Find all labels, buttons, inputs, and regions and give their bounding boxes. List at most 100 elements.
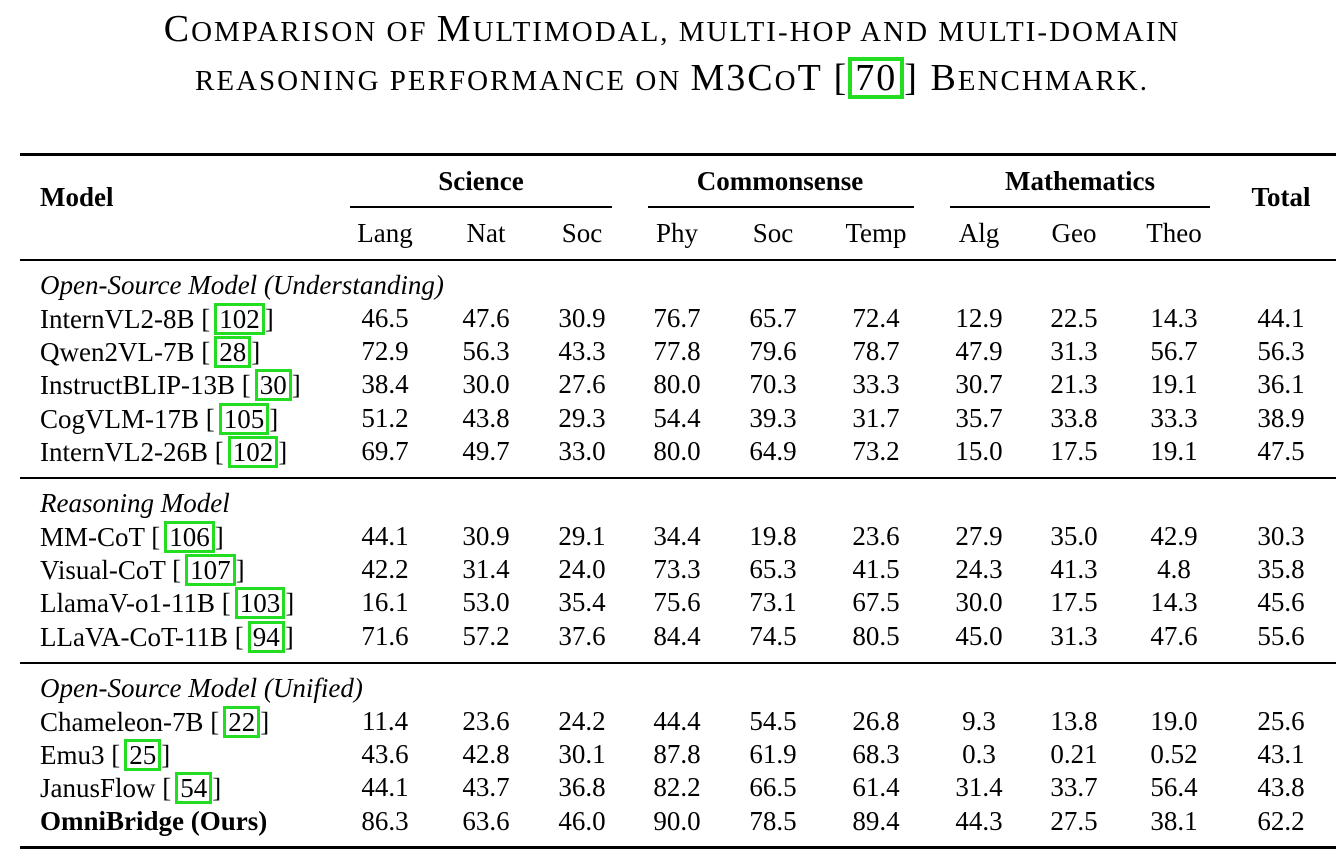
table-row-model-name: LLaVA-CoT-11B [94] [40, 620, 294, 653]
table-cell: 74.5 [749, 620, 797, 651]
table-cell: 47.6 [1150, 620, 1198, 651]
science-rule [350, 206, 612, 208]
table-cell: 72.9 [361, 336, 409, 367]
citation-link[interactable]: 30 [254, 369, 292, 402]
table-row-model-name: InternVL2-26B [102] [40, 435, 288, 468]
table-cell: 31.3 [1050, 336, 1098, 367]
citation-link[interactable]: 70 [848, 57, 905, 99]
table-row-model-name: CogVLM-17B [105] [40, 402, 279, 435]
table-cell: 87.8 [653, 739, 701, 770]
table-row-model-name: InstructBLIP-13B [30] [40, 369, 301, 402]
table-cell: 49.7 [462, 435, 510, 466]
citation-link[interactable]: 105 [218, 402, 270, 435]
subheader-alg: Alg [958, 218, 1000, 248]
table-cell: 61.4 [852, 772, 900, 803]
header-mathematics: Mathematics [1005, 166, 1155, 196]
table-cell: 16.1 [361, 587, 409, 618]
table-cell: 65.7 [749, 303, 797, 333]
table-cell: 43.6 [361, 739, 409, 770]
mathematics-rule [950, 206, 1210, 208]
table-cell: 44.1 [361, 772, 409, 803]
table-cell: 45.0 [955, 620, 1003, 651]
table-cell: 46.0 [558, 805, 606, 836]
table-cell: 24.2 [558, 706, 606, 736]
table-cell: 53.0 [462, 587, 510, 618]
table-cell: 19.1 [1150, 369, 1198, 400]
citation-link[interactable]: 102 [227, 435, 279, 468]
table-cell: 73.1 [749, 587, 797, 618]
table-cell: 31.4 [462, 554, 510, 585]
table-cell: 67.5 [852, 587, 900, 618]
table-cell: 80.0 [653, 369, 701, 400]
table-cell: 31.4 [955, 772, 1003, 803]
table-cell: 90.0 [653, 805, 701, 836]
table-cell: 70.3 [749, 369, 797, 400]
table-row-model-name: JanusFlow [54] [40, 772, 222, 805]
table-cell: 56.3 [1257, 336, 1305, 367]
table-cell: 71.6 [361, 620, 409, 651]
table-cell: 12.9 [955, 303, 1003, 333]
table-cell: 73.2 [852, 435, 900, 466]
header-rule [20, 259, 1336, 261]
table-cell: 34.4 [653, 521, 701, 551]
table-cell: 17.5 [1050, 587, 1098, 618]
table-cell: 44.3 [955, 805, 1003, 836]
citation-link[interactable]: 106 [164, 521, 215, 553]
table-cell: 35.8 [1257, 554, 1305, 585]
table-cell: 21.3 [1050, 369, 1098, 400]
table-cell: 79.6 [749, 336, 797, 367]
table-cell: 43.3 [558, 336, 606, 367]
table-cell: 29.1 [558, 521, 606, 551]
table-cell: 0.21 [1050, 739, 1098, 770]
table-cell: 31.7 [852, 402, 900, 433]
table-cell: 15.0 [955, 435, 1003, 466]
table-cell: 4.8 [1157, 554, 1191, 585]
table-cell: 33.7 [1050, 772, 1098, 803]
table-cell: 41.5 [852, 554, 900, 585]
table-cell: 0.52 [1150, 739, 1198, 770]
table-cell: 30.0 [462, 369, 510, 400]
table-cell: 84.4 [653, 620, 701, 651]
table-row-model-name: Emu3 [25] [40, 739, 171, 772]
table-cell: 35.0 [1050, 521, 1098, 551]
table-cell: 46.5 [361, 303, 409, 333]
citation-link[interactable]: 102 [214, 303, 265, 335]
table-cell: 43.7 [462, 772, 510, 803]
table-cell: 43.8 [462, 402, 510, 433]
table-cell: 39.3 [749, 402, 797, 433]
table-cell: 36.8 [558, 772, 606, 803]
citation-link[interactable]: 28 [214, 336, 252, 369]
citation-link[interactable]: 94 [247, 620, 285, 653]
table-cell: 42.2 [361, 554, 409, 585]
table-cell: 24.0 [558, 554, 606, 585]
table-cell: 36.1 [1257, 369, 1305, 400]
table-cell: 33.3 [1150, 402, 1198, 433]
table-cell: 27.5 [1050, 805, 1098, 836]
table-cell: 30.1 [558, 739, 606, 770]
citation-link[interactable]: 54 [175, 772, 213, 805]
table-cell: 61.9 [749, 739, 797, 770]
table-caption-line-2: REASONING PERFORMANCE ON M3COT [70] BENC… [194, 57, 1150, 99]
citation-link[interactable]: 25 [124, 739, 162, 772]
table-cell: 69.7 [361, 435, 409, 466]
table-cell: 19.0 [1150, 706, 1198, 736]
table-cell: 77.8 [653, 336, 701, 367]
table-cell: 30.3 [1257, 521, 1305, 551]
table-cell: 51.2 [361, 402, 409, 433]
table-cell: 13.8 [1050, 706, 1098, 736]
table-cell: 37.6 [558, 620, 606, 651]
citation-link[interactable]: 103 [234, 587, 286, 620]
table-cell: 19.8 [749, 521, 797, 551]
table-cell: 30.9 [462, 521, 510, 551]
table-cell: 43.1 [1257, 739, 1305, 770]
group-title: Open-Source Model (Unified) [40, 673, 363, 703]
header-commonsense: Commonsense [696, 166, 864, 196]
citation-link[interactable]: 22 [223, 706, 261, 738]
table-cell: 76.7 [653, 303, 701, 333]
subheader-lang: Lang [357, 218, 413, 248]
table-cell: 57.2 [462, 620, 510, 651]
subheader-soc: Soc [752, 218, 794, 248]
citation-link[interactable]: 107 [185, 554, 236, 587]
table-cell: 54.5 [749, 706, 797, 736]
table-cell: 44.1 [361, 521, 409, 551]
